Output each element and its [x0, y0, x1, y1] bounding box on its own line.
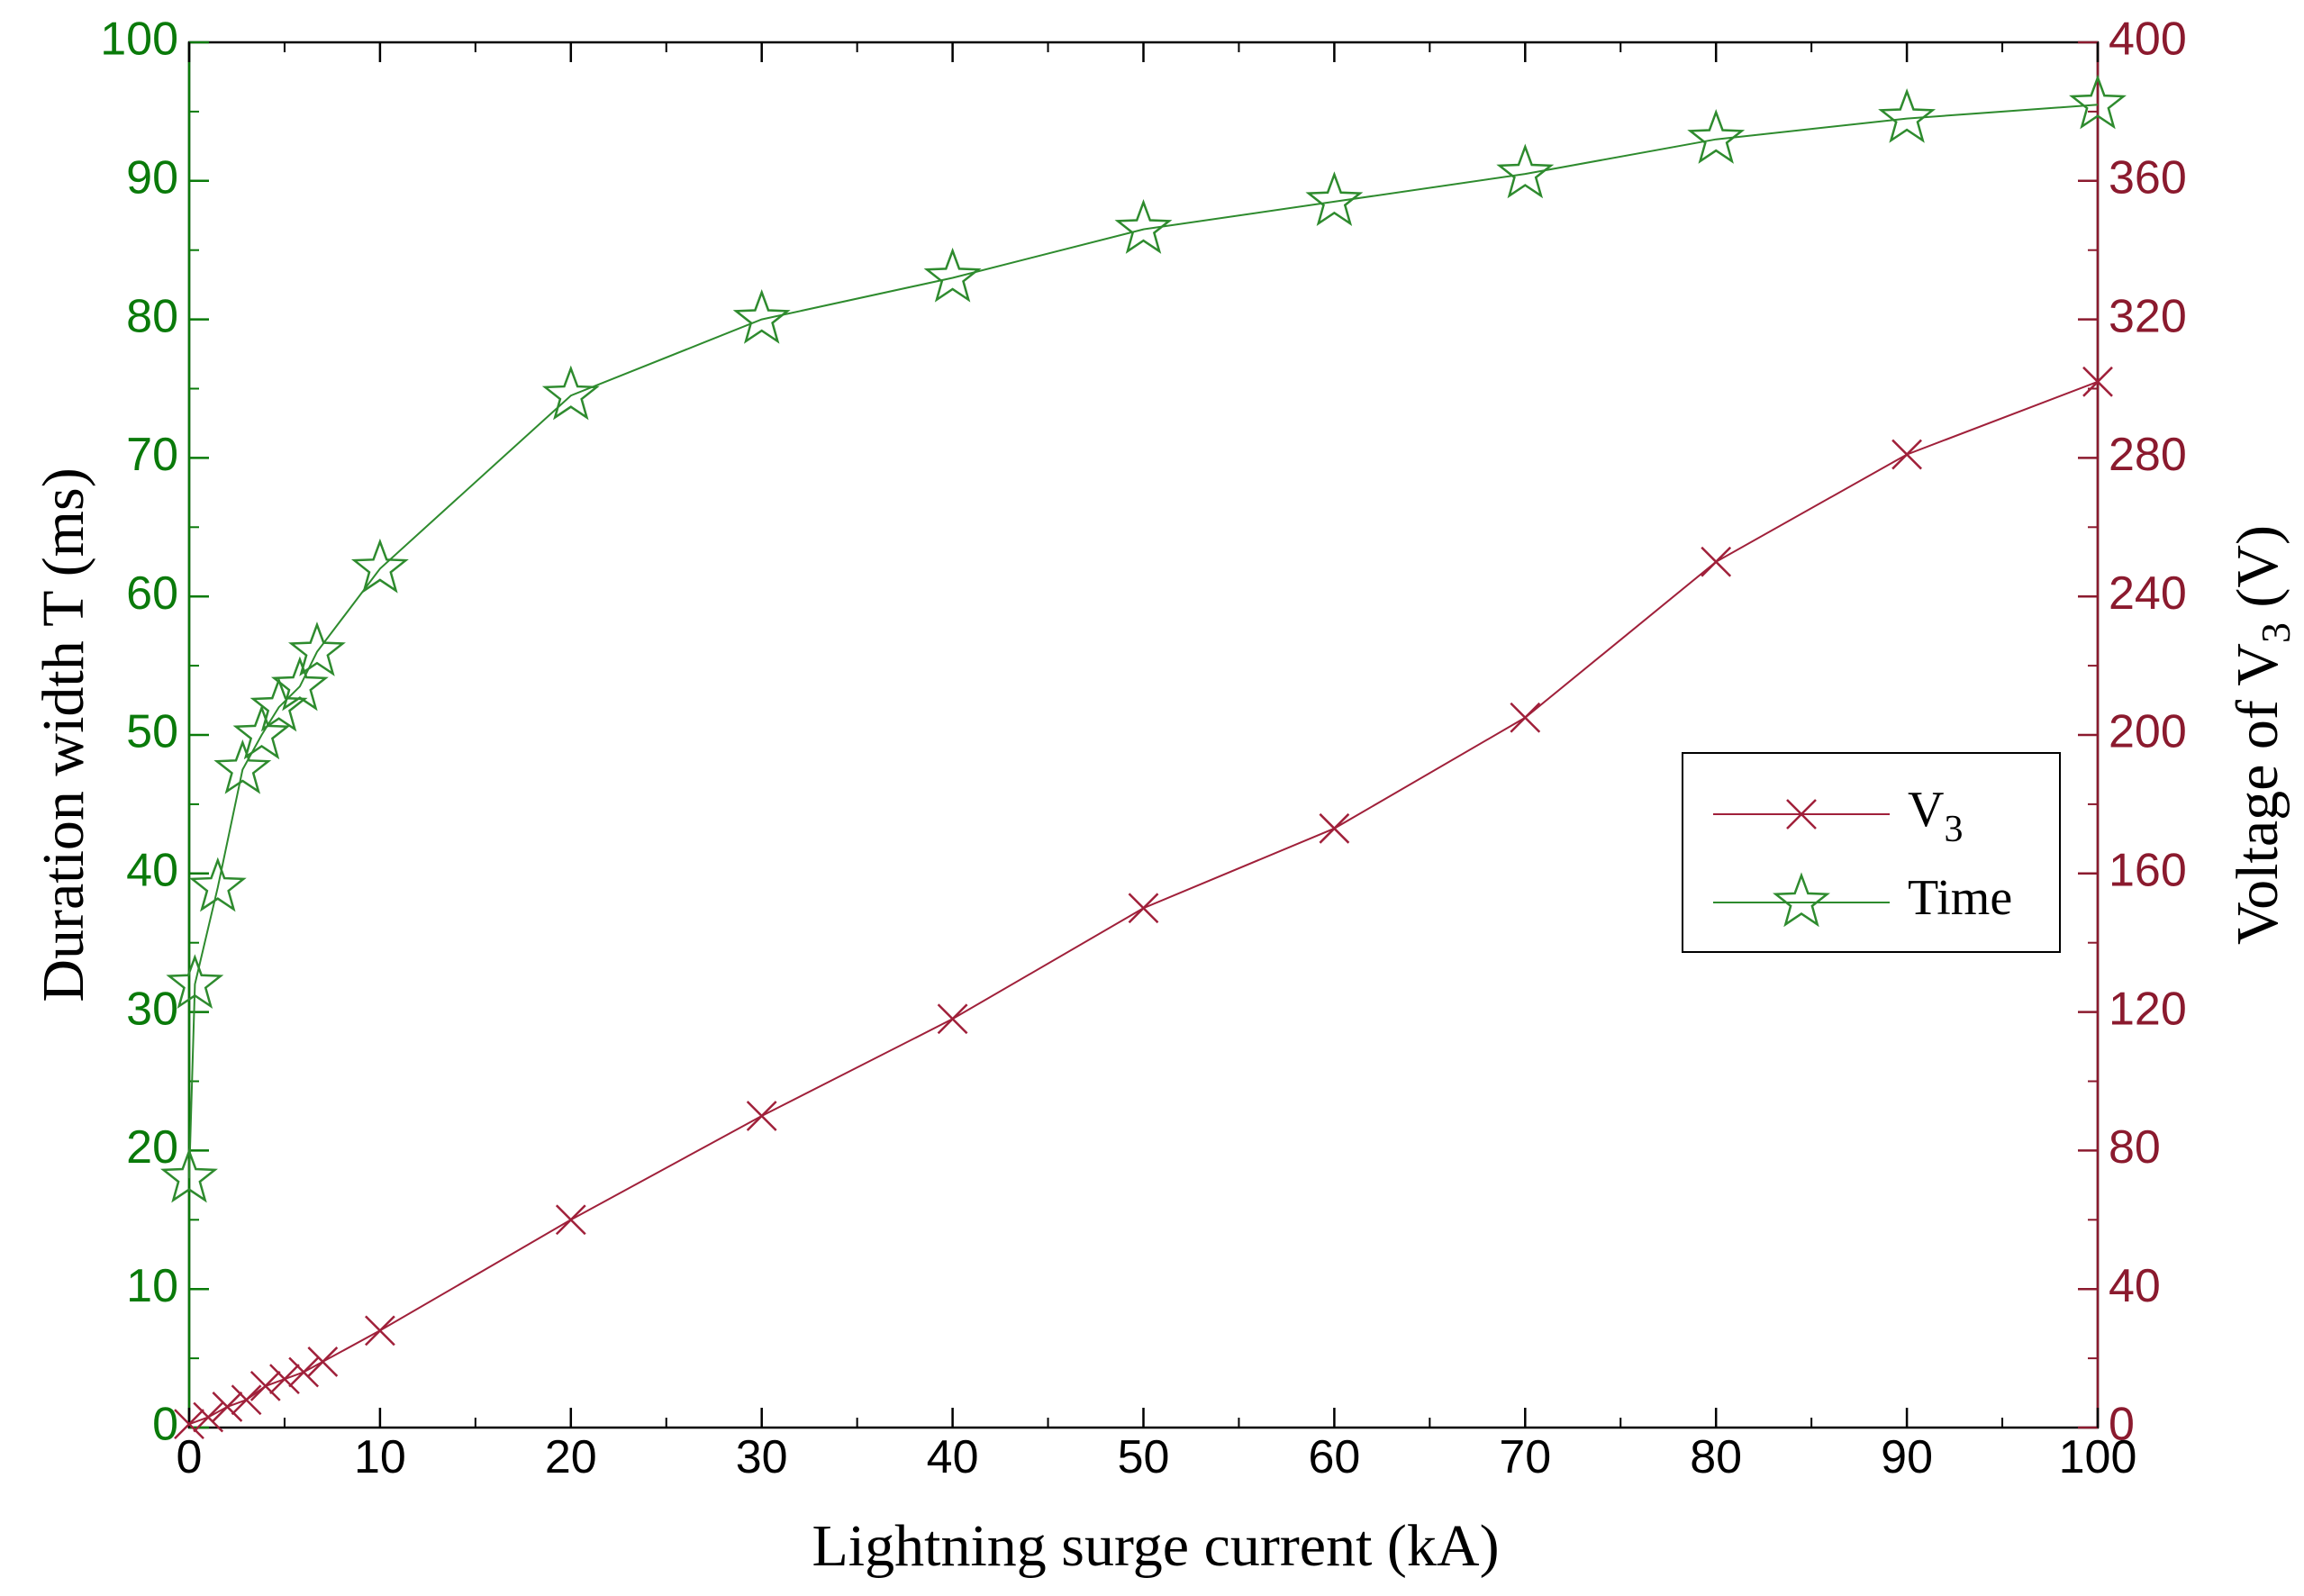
right-tick-label: 80	[2109, 1121, 2161, 1174]
legend-label-time: Time	[1908, 870, 2012, 926]
legend-marker-v3	[1786, 799, 1817, 830]
legend: V3 Time	[1682, 752, 2061, 953]
data-point-v3	[1701, 546, 1732, 577]
data-point-time	[160, 1147, 218, 1203]
left-tick-label: 10	[126, 1260, 178, 1312]
series-layer	[160, 74, 2127, 1440]
data-point-time	[923, 247, 982, 303]
x-tick-label: 90	[1881, 1431, 1933, 1483]
right-tick-label: 400	[2109, 14, 2187, 66]
plot-area	[187, 41, 2100, 1429]
left-axis: 0 10 20 30 40 50 60 70 80 90 100	[100, 14, 209, 1451]
y-right-title-suffix: (V)	[2225, 525, 2290, 622]
x-tick-label: 40	[927, 1431, 979, 1483]
right-tick-label: 200	[2109, 706, 2187, 758]
left-tick-label: 70	[126, 429, 178, 481]
right-axis: 0 40 80 120 160 200 240 280 320 360 400	[2078, 14, 2187, 1451]
data-point-time	[213, 739, 272, 794]
legend-marker-v3	[1786, 799, 1817, 830]
right-tick-label: 240	[2109, 567, 2187, 620]
series-line-time	[188, 104, 2099, 1179]
x-tick-label: 10	[354, 1431, 406, 1483]
data-point-time	[232, 704, 291, 760]
left-tick-label: 60	[126, 567, 178, 620]
legend-box	[1682, 752, 2061, 953]
data-point-v3	[288, 1356, 320, 1388]
x-tick-label: 30	[736, 1431, 788, 1483]
data-point-v3	[1891, 439, 1922, 470]
series-line-v3	[188, 380, 2099, 1426]
data-point-v3	[249, 1370, 281, 1401]
right-tick-label: 40	[2109, 1260, 2161, 1312]
data-point-v3	[193, 1401, 224, 1433]
x-tick-label: 100	[2059, 1431, 2137, 1483]
data-point-v3	[937, 1003, 968, 1035]
right-tick-label: 320	[2109, 290, 2187, 342]
left-tick-label: 100	[100, 14, 178, 66]
data-point-v3	[1128, 893, 1159, 924]
data-point-time	[188, 857, 247, 912]
data-point-v3	[1319, 812, 1350, 844]
legend-v3-name: V	[1908, 782, 1944, 838]
data-point-v3	[2082, 366, 2113, 397]
y-right-title-sub: 3	[2253, 622, 2299, 643]
y-right-axis-title: Voltage of V3 (V)	[2225, 525, 2299, 945]
bottom-axis: 0 10 20 30 40 50 60 70 80 90 100	[177, 42, 2137, 1483]
data-point-time	[1687, 109, 1746, 164]
data-point-time	[288, 621, 346, 676]
x-tick-label: 0	[177, 1431, 203, 1483]
right-tick-label: 120	[2109, 983, 2187, 1035]
data-point-v3	[1510, 702, 1541, 733]
data-point-v3	[231, 1384, 262, 1416]
data-point-time	[2069, 74, 2127, 130]
data-point-time	[1878, 87, 1937, 143]
data-point-v3	[307, 1347, 339, 1377]
x-tick-label: 60	[1308, 1431, 1360, 1483]
left-tick-label: 50	[126, 706, 178, 758]
data-point-time	[732, 288, 791, 344]
legend-label-v3: V3	[1908, 782, 1963, 850]
data-point-time	[541, 365, 600, 421]
data-point-v3	[269, 1364, 300, 1395]
x-axis-title: Lightning surge current (kA)	[812, 1513, 1499, 1579]
data-point-v3	[174, 1409, 204, 1440]
x-tick-label: 50	[1118, 1431, 1170, 1483]
data-point-v3	[746, 1101, 777, 1131]
x-tick-label: 70	[1499, 1431, 1551, 1483]
y-left-axis-title: Duration width T (ms)	[31, 467, 96, 1002]
right-tick-label: 0	[2109, 1399, 2135, 1451]
legend-marker-time	[1773, 872, 1830, 928]
legend-marker-time	[1773, 872, 1830, 928]
right-tick-label: 280	[2109, 429, 2187, 481]
left-tick-label: 80	[126, 290, 178, 342]
data-point-time	[1114, 199, 1173, 254]
legend-v3-sub: 3	[1944, 809, 1963, 850]
left-tick-label: 40	[126, 845, 178, 897]
data-point-v3	[365, 1315, 395, 1347]
right-tick-label: 360	[2109, 152, 2187, 204]
left-tick-label: 0	[152, 1399, 178, 1451]
data-point-time	[1496, 143, 1555, 199]
data-point-time	[350, 538, 409, 594]
right-tick-label: 160	[2109, 845, 2187, 897]
data-point-time	[166, 954, 224, 1010]
data-point-time	[270, 656, 329, 712]
y-right-title-prefix: Voltage of V	[2225, 643, 2290, 945]
x-tick-label: 20	[545, 1431, 597, 1483]
data-point-v3	[212, 1392, 243, 1422]
x-tick-label: 80	[1690, 1431, 1742, 1483]
data-point-v3	[555, 1204, 586, 1236]
left-tick-label: 90	[126, 152, 178, 204]
data-point-time	[1305, 171, 1364, 227]
left-tick-label: 20	[126, 1121, 178, 1174]
left-tick-label: 30	[126, 983, 178, 1035]
